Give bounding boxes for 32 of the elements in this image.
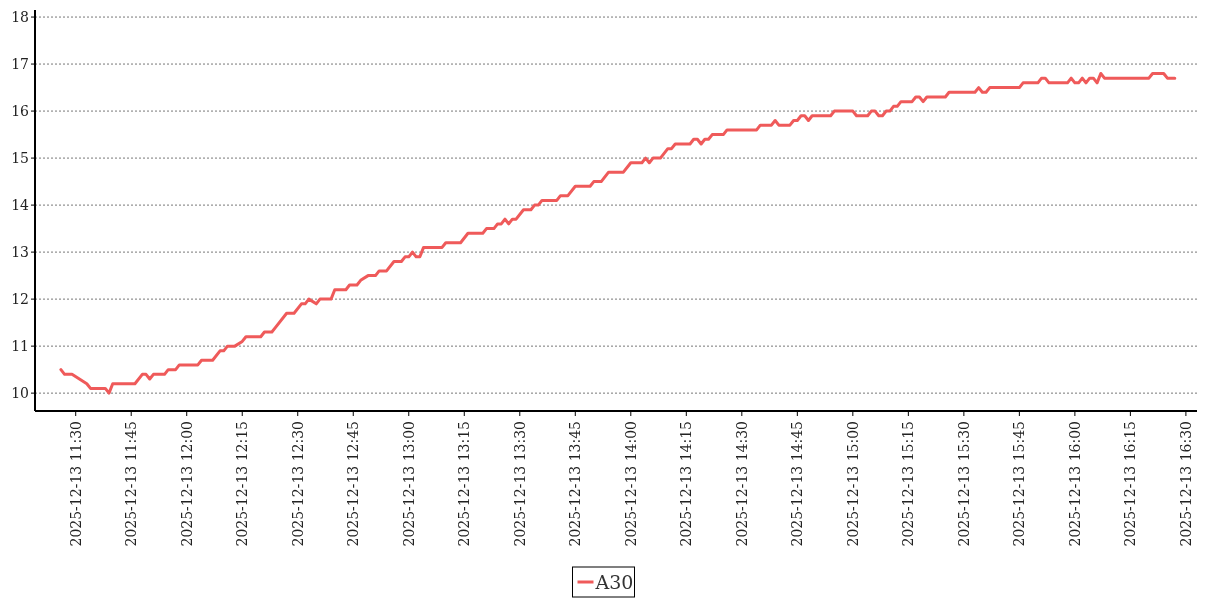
x-tick-label: 2025-12-13 12:00 — [178, 421, 195, 547]
x-tick-label: 2025-12-13 14:15 — [678, 421, 695, 547]
x-tick-label: 2025-12-13 16:00 — [1066, 421, 1083, 547]
y-tick-label: 13 — [11, 244, 29, 260]
y-tick-label: 14 — [11, 196, 30, 213]
x-tick-label: 2025-12-13 15:00 — [844, 421, 861, 547]
x-tick-label: 2025-12-13 13:15 — [456, 421, 473, 547]
y-tick-label: 18 — [11, 8, 29, 25]
x-tick-label: 2025-12-13 13:00 — [400, 421, 417, 547]
x-tick-label: 2025-12-13 15:15 — [900, 421, 917, 547]
x-tick-label: 2025-12-13 13:45 — [567, 421, 584, 547]
y-tick-label: 17 — [11, 55, 29, 72]
x-tick-label: 2025-12-13 15:30 — [955, 421, 972, 547]
y-tick-label: 11 — [11, 338, 29, 355]
y-tick-label: 12 — [11, 291, 29, 308]
line-series — [59, 71, 1177, 395]
x-tick-label: 2025-12-13 13:30 — [511, 421, 528, 547]
x-tick-label: 2025-12-13 14:30 — [733, 421, 750, 547]
x-tick-label: 2025-12-13 14:45 — [789, 421, 806, 547]
x-tick-label: 2025-12-13 14:00 — [622, 421, 639, 547]
y-tick-label: 15 — [11, 149, 29, 166]
x-tick-label: 2025-12-13 11:45 — [123, 421, 140, 547]
y-tick-label: 16 — [11, 102, 30, 119]
x-tick-label: 2025-12-13 16:15 — [1122, 421, 1139, 547]
x-tick-label: 2025-12-13 12:45 — [345, 421, 362, 547]
x-tick-label: 2025-12-13 15:45 — [1011, 421, 1028, 547]
y-tick-label: 10 — [11, 385, 29, 402]
x-tick-label: 2025-12-13 12:30 — [289, 421, 306, 547]
x-tick-label: 2025-12-13 16:30 — [1177, 421, 1194, 547]
legend-label: A30 — [594, 570, 634, 593]
x-tick-label: 2025-12-13 12:15 — [234, 421, 251, 547]
x-tick-label: 2025-12-13 11:30 — [67, 421, 84, 547]
